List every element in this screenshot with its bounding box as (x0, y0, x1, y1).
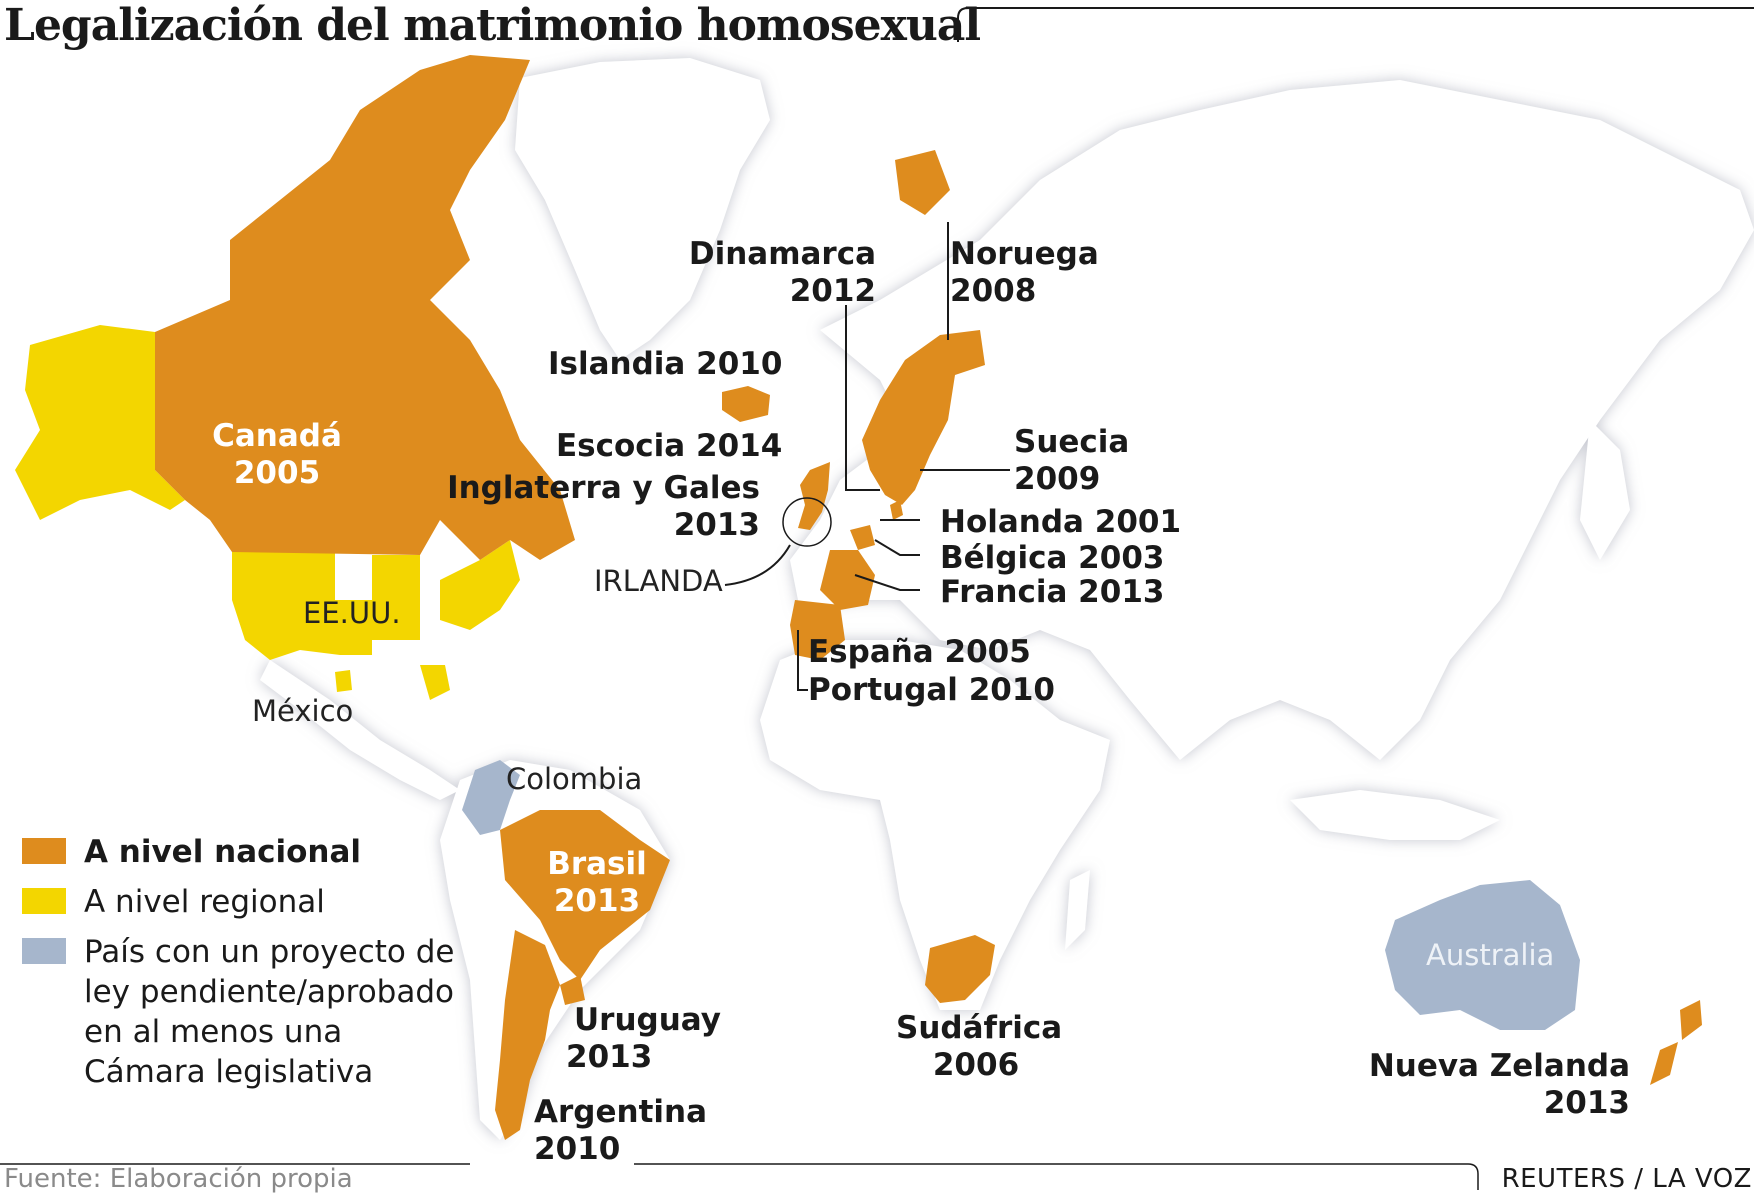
australia-shape (1385, 880, 1580, 1030)
brazil-shape (500, 810, 670, 980)
legend-pending-swatch (22, 938, 66, 964)
label-belgium: Bélgica 2003 (940, 540, 1165, 576)
footer-credit: REUTERS / LA VOZ (1501, 1164, 1752, 1194)
denmark-year: 2012 (789, 273, 876, 309)
legend-pending-line-3: en al menos una (84, 1014, 343, 1050)
argentina-shape (495, 930, 560, 1140)
label-south-africa: Sudáfrica 2006 (896, 1010, 1063, 1084)
label-spain: España 2005 (808, 634, 1031, 670)
benelux-shape (850, 525, 875, 550)
label-brazil: Brasil 2013 (540, 846, 654, 920)
denmark-shape (890, 500, 903, 520)
legend-pending-label: País con un proyecto de ley pendiente/ap… (84, 932, 454, 1092)
denmark-name: Dinamarca (688, 236, 876, 272)
argentina-name: Argentina (534, 1094, 707, 1130)
iberia-shape (790, 600, 845, 660)
iceland-shape (722, 386, 770, 422)
map-title: Legalización del matrimonio homosexual (4, 0, 981, 51)
uruguay-year: 2013 (566, 1039, 653, 1075)
label-canada: Canadá 2005 (212, 418, 342, 492)
scandinavia-shape (862, 330, 985, 505)
label-denmark: Dinamarca 2012 (689, 236, 876, 310)
canada-shape (155, 55, 575, 560)
legend-pending-line-2: ley pendiente/aprobado (84, 974, 454, 1010)
label-mexico: México (252, 694, 354, 728)
england-name: Inglaterra y Gales (447, 470, 760, 506)
label-iceland: Islandia 2010 (548, 346, 783, 382)
label-colombia: Colombia (506, 762, 643, 796)
label-uruguay: Uruguay 2013 (566, 1002, 721, 1076)
usa-east-shape (440, 540, 520, 630)
legend-pending-line-1: País con un proyecto de (84, 934, 455, 970)
uruguay-name: Uruguay (574, 1002, 721, 1038)
norway-year: 2008 (950, 273, 1037, 309)
label-netherlands: Holanda 2001 (940, 504, 1182, 540)
uruguay-shape (560, 975, 585, 1005)
leader-lines (724, 222, 1010, 691)
usa-west-shape (232, 552, 372, 660)
label-usa: EE.UU. (303, 596, 401, 630)
label-sweden: Suecia 2009 (1014, 424, 1129, 498)
legend-regional-label: A nivel regional (84, 884, 325, 920)
label-ireland: IRLANDA (594, 564, 723, 598)
usa-central-shape (372, 555, 420, 640)
label-france: Francia 2013 (940, 574, 1165, 610)
argentina-year: 2010 (534, 1131, 621, 1167)
colombia-shape (462, 760, 520, 835)
label-australia: Australia (1426, 938, 1555, 972)
canada-year: 2005 (233, 455, 321, 491)
brazil-name: Brasil (547, 846, 647, 882)
svalbard-shape (895, 150, 950, 215)
regional-areas (15, 325, 520, 700)
brazil-year: 2013 (553, 883, 641, 919)
label-england: Inglaterra y Gales 2013 (447, 470, 760, 544)
label-scotland: Escocia 2014 (556, 428, 783, 464)
new-zealand-shape (1650, 1000, 1702, 1085)
base-land (260, 58, 1754, 1140)
footer-source: Fuente: Elaboración propia (4, 1164, 353, 1194)
sweden-name: Suecia (1014, 424, 1130, 460)
norway-name: Noruega (950, 236, 1099, 272)
label-new-zealand: Nueva Zelanda 2013 (1369, 1048, 1630, 1122)
legend-regional-swatch (22, 888, 66, 914)
england-year: 2013 (673, 507, 760, 543)
south-africa-name: Sudáfrica (896, 1010, 1063, 1046)
canada-name: Canadá (212, 418, 342, 454)
pending-countries (462, 760, 1580, 1030)
legend-national-swatch (22, 838, 66, 864)
label-norway: Noruega 2008 (950, 236, 1099, 310)
uk-shape (798, 462, 830, 530)
new-zealand-year: 2013 (1543, 1085, 1630, 1121)
label-portugal: Portugal 2010 (808, 672, 1056, 708)
alaska-shape (15, 325, 185, 520)
new-zealand-name: Nueva Zelanda (1368, 1048, 1630, 1084)
sweden-year: 2009 (1014, 461, 1101, 497)
legend-pending-line-4: Cámara legislativa (84, 1054, 374, 1090)
legend-national-label: A nivel nacional (84, 834, 362, 870)
national-countries (155, 55, 1702, 1140)
usa-south-shape (420, 665, 450, 700)
france-shape (820, 550, 875, 610)
label-argentina: Argentina 2010 (534, 1094, 707, 1168)
south-africa-year: 2006 (932, 1047, 1020, 1083)
south-africa-shape (925, 935, 995, 1003)
mexico-region-shape (335, 670, 352, 692)
